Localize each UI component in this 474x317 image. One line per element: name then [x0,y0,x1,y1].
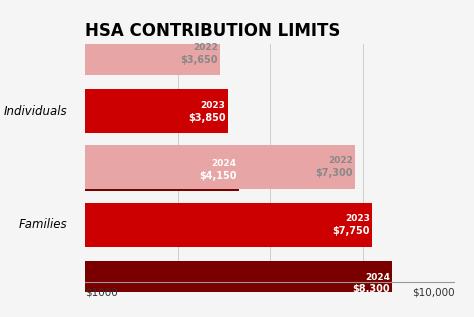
Text: $10,000: $10,000 [412,288,455,298]
Bar [85,145,355,189]
Text: $3,850: $3,850 [188,113,226,123]
Text: 2024: 2024 [211,159,237,168]
Text: 2024: 2024 [365,273,390,281]
Text: 2022: 2022 [328,156,353,165]
Text: 2023: 2023 [345,214,370,223]
Text: Individuals: Individuals [3,105,67,118]
Text: $7,300: $7,300 [316,168,353,178]
Text: $7,750: $7,750 [332,226,370,236]
Text: Families: Families [18,218,67,231]
Bar [85,89,228,133]
Bar [85,147,239,191]
Bar [85,261,392,305]
Text: 2022: 2022 [193,42,218,52]
Bar [85,31,220,75]
Text: $8,300: $8,300 [352,284,390,294]
Text: HSA CONTRIBUTION LIMITS: HSA CONTRIBUTION LIMITS [85,22,341,40]
Text: 2023: 2023 [201,101,226,110]
Text: $3,650: $3,650 [181,55,218,65]
Text: $1000: $1000 [85,288,118,298]
Bar [85,203,372,247]
Text: $4,150: $4,150 [199,171,237,181]
